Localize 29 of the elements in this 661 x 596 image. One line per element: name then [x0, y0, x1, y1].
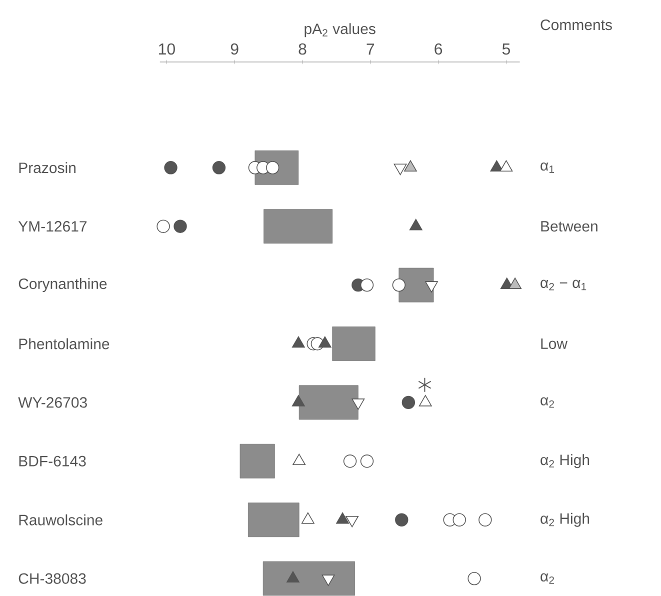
x-tick-label: 5 — [502, 44, 510, 55]
text: Between — [541, 221, 598, 232]
y-tick-label: Phentolamine — [19, 338, 110, 350]
x-axis-title: pA$_{2}$ values — [304, 23, 376, 38]
text: α$_{2}$ — [540, 573, 554, 584]
text: α$_{1}$ — [540, 162, 554, 173]
y-tick-label: BDF-6143 — [19, 456, 86, 467]
y-tick-label: YM-12617 — [18, 221, 87, 232]
x-tick-label: 10 — [159, 43, 175, 55]
x-tick-label: 8 — [298, 43, 306, 55]
x-tick-label: 9 — [230, 43, 238, 55]
y-tick-label: Corynanthine — [18, 278, 107, 292]
bar — [240, 444, 275, 478]
text: α$_{2}$ − α$_{1}$ — [540, 280, 586, 290]
text: α$_{2}$ High — [540, 512, 590, 527]
y-tick-label: CH-38083 — [18, 573, 86, 584]
x-tick-label: 6 — [434, 43, 442, 55]
bar — [298, 385, 358, 420]
text: Low — [541, 338, 568, 350]
text: Comments — [540, 20, 612, 30]
y-tick-label: Rauwolscine — [19, 514, 102, 526]
bar — [332, 326, 376, 362]
bar — [264, 209, 333, 244]
bar — [248, 502, 300, 538]
y-tick-label: Prazosin — [19, 162, 76, 174]
x-tick-label: 7 — [366, 44, 374, 55]
text: α$_{2}$ — [540, 397, 554, 408]
text: α$_{2}$ High — [540, 454, 590, 468]
y-tick-label: WY-26703 — [18, 397, 87, 408]
